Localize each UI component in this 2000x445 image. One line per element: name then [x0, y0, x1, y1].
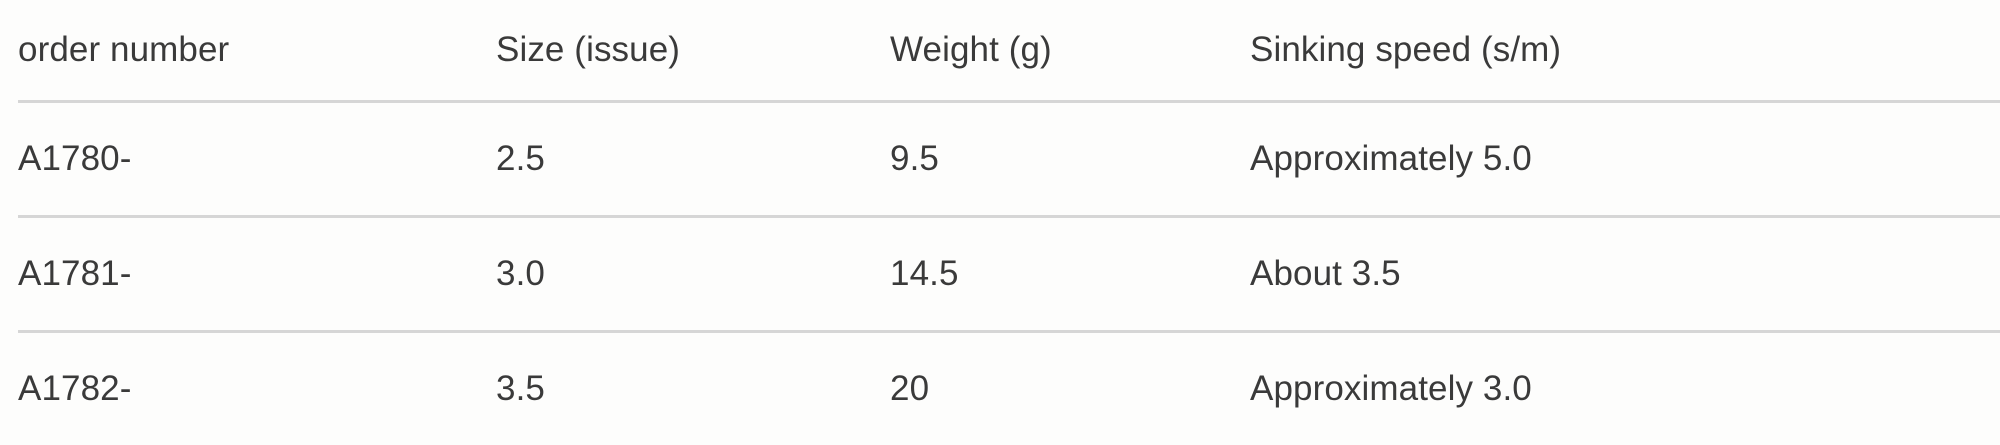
column-header-sinking-speed: Sinking speed (s/m)	[1250, 0, 2000, 102]
cell-sinking-speed: Approximately 3.0	[1250, 332, 2000, 445]
table-header: order number Size (issue) Weight (g) Sin…	[18, 0, 2000, 102]
table-body: A1780- 2.5 9.5 Approximately 5.0 A1781- …	[18, 102, 2000, 445]
cell-order-number: A1781-	[18, 217, 496, 332]
product-spec-table: order number Size (issue) Weight (g) Sin…	[18, 0, 2000, 445]
cell-sinking-speed: About 3.5	[1250, 217, 2000, 332]
column-header-size: Size (issue)	[496, 0, 890, 102]
table-row: A1780- 2.5 9.5 Approximately 5.0	[18, 102, 2000, 217]
cell-weight: 20	[890, 332, 1250, 445]
table-row: A1782- 3.5 20 Approximately 3.0	[18, 332, 2000, 445]
column-header-weight: Weight (g)	[890, 0, 1250, 102]
cell-weight: 9.5	[890, 102, 1250, 217]
table-header-row: order number Size (issue) Weight (g) Sin…	[18, 0, 2000, 102]
cell-size: 3.0	[496, 217, 890, 332]
cell-size: 3.5	[496, 332, 890, 445]
column-header-order-number: order number	[18, 0, 496, 102]
cell-order-number: A1780-	[18, 102, 496, 217]
table-row: A1781- 3.0 14.5 About 3.5	[18, 217, 2000, 332]
cell-order-number: A1782-	[18, 332, 496, 445]
cell-weight: 14.5	[890, 217, 1250, 332]
cell-sinking-speed: Approximately 5.0	[1250, 102, 2000, 217]
cell-size: 2.5	[496, 102, 890, 217]
